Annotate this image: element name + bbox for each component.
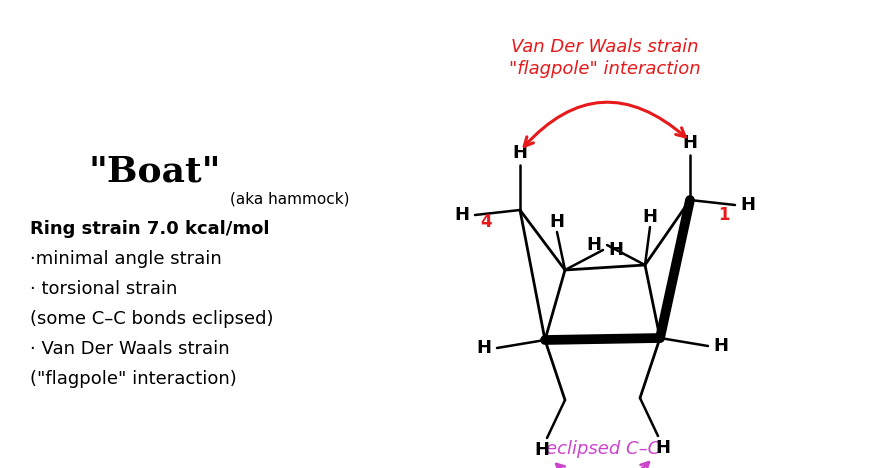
Text: eclipsed C–C: eclipsed C–C — [546, 440, 660, 458]
Text: Van Der Waals strain
"flagpole" interaction: Van Der Waals strain "flagpole" interact… — [509, 38, 701, 78]
Text: (some C–C bonds eclipsed): (some C–C bonds eclipsed) — [30, 310, 274, 328]
Text: H: H — [609, 241, 623, 259]
Text: 4: 4 — [480, 213, 492, 231]
Text: H: H — [535, 441, 549, 459]
Text: H: H — [549, 213, 564, 231]
Text: ("flagpole" interaction): ("flagpole" interaction) — [30, 370, 237, 388]
Text: 1: 1 — [718, 206, 730, 224]
FancyArrowPatch shape — [556, 462, 649, 468]
Text: H: H — [656, 439, 671, 457]
Text: H: H — [476, 339, 492, 357]
Text: · torsional strain: · torsional strain — [30, 280, 177, 298]
Text: H: H — [683, 134, 698, 152]
Text: "Boat": "Boat" — [89, 155, 221, 189]
Text: ·minimal angle strain: ·minimal angle strain — [30, 250, 221, 268]
FancyArrowPatch shape — [524, 102, 685, 146]
Text: H: H — [454, 206, 469, 224]
Text: · Van Der Waals strain: · Van Der Waals strain — [30, 340, 229, 358]
Text: H: H — [643, 208, 657, 226]
Text: H: H — [513, 144, 528, 162]
Text: H: H — [713, 337, 728, 355]
Text: H: H — [587, 236, 602, 254]
Text: Ring strain 7.0 kcal/mol: Ring strain 7.0 kcal/mol — [30, 220, 269, 238]
Text: (aka hammock): (aka hammock) — [230, 192, 350, 207]
Text: H: H — [740, 196, 755, 214]
